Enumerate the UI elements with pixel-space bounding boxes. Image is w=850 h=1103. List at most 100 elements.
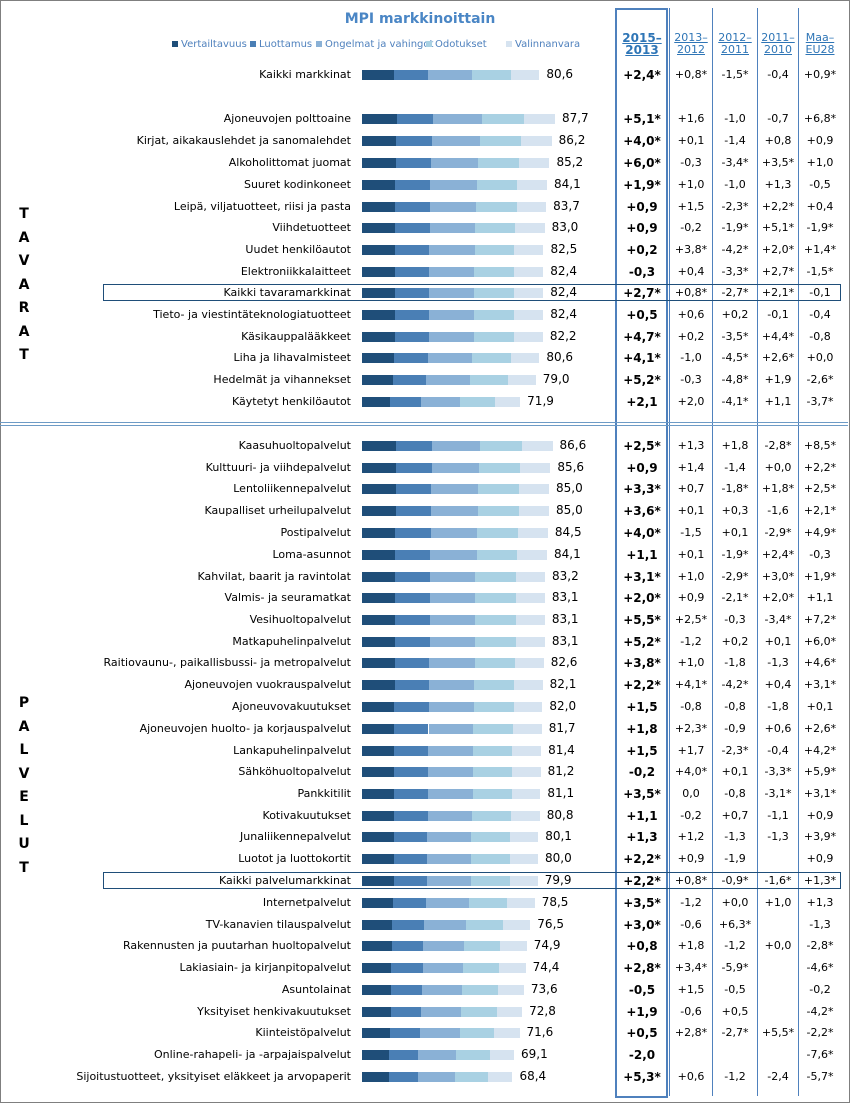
bar-value-label: 82,4 bbox=[550, 307, 577, 321]
change-cell: +0,7 bbox=[677, 482, 705, 495]
change-cell: +0,1 bbox=[677, 548, 705, 561]
change-cell: -0,8 bbox=[724, 787, 746, 800]
row-label: Ajoneuvojen huolto- ja korjauspalvelut bbox=[139, 722, 351, 735]
change-cell: +1,8 bbox=[677, 939, 705, 952]
change-cell: -5,9* bbox=[721, 961, 749, 974]
bar-value-label: 84,1 bbox=[554, 177, 581, 191]
change-cell: -0,2 bbox=[628, 765, 656, 779]
bar-value-label: 83,1 bbox=[551, 612, 579, 626]
bar-segment bbox=[514, 267, 544, 277]
change-cell: -3,4* bbox=[721, 156, 749, 169]
bar-segment bbox=[362, 832, 394, 842]
bar-segment bbox=[463, 963, 500, 973]
change-cell: +0,5 bbox=[626, 308, 658, 322]
bar-segment bbox=[481, 114, 525, 124]
change-cell: -0,5 bbox=[809, 178, 831, 191]
bar-value-label: 86,2 bbox=[558, 133, 586, 147]
bar-segment bbox=[475, 615, 516, 625]
row-label: Kaasuhuoltopalvelut bbox=[238, 439, 351, 452]
bar-segment bbox=[462, 985, 498, 995]
bar-segment bbox=[390, 1007, 422, 1017]
change-cell: +1,9 bbox=[764, 373, 792, 386]
change-cell: +1,8 bbox=[721, 439, 749, 452]
bar-segment bbox=[362, 441, 397, 451]
bar-segment bbox=[503, 920, 531, 930]
bar-segment bbox=[430, 180, 477, 190]
bar-segment bbox=[498, 985, 524, 995]
bar-segment bbox=[362, 484, 396, 494]
bar-segment bbox=[394, 746, 429, 756]
bar-segment bbox=[393, 854, 428, 864]
bar-segment bbox=[428, 702, 474, 712]
change-cell: -3,4* bbox=[764, 613, 792, 626]
bar-value-label: 82,2 bbox=[549, 329, 577, 343]
summary-row-highlight bbox=[103, 284, 841, 301]
change-cell: +5,2* bbox=[623, 635, 661, 649]
bar-segment bbox=[431, 506, 478, 516]
bar-segment bbox=[393, 811, 428, 821]
bar-segment bbox=[394, 724, 429, 734]
bar-segment bbox=[396, 114, 434, 124]
bar-value-label: 84,5 bbox=[554, 525, 582, 539]
change-cell: -0,3 bbox=[680, 156, 702, 169]
row-label: Vesihuoltopalvelut bbox=[249, 613, 351, 626]
change-cell: +2,4* bbox=[623, 68, 661, 82]
change-cell: +1,6 bbox=[677, 112, 705, 125]
change-cell: +0,1 bbox=[721, 526, 749, 539]
change-cell: +1,5 bbox=[677, 200, 705, 213]
bar-segment bbox=[432, 136, 480, 146]
change-cell: -1,2 bbox=[724, 939, 746, 952]
bar-segment bbox=[391, 963, 423, 973]
change-cell: +4,1* bbox=[623, 351, 661, 365]
bar-value-label: 76,5 bbox=[537, 917, 565, 931]
change-cell: +2,2* bbox=[623, 678, 661, 692]
bar-segment bbox=[391, 941, 423, 951]
change-cell: -2,9* bbox=[764, 526, 792, 539]
bar-segment bbox=[393, 70, 428, 80]
bar-segment bbox=[474, 332, 514, 342]
change-cell: +1,1 bbox=[764, 395, 792, 408]
bar-segment bbox=[394, 767, 429, 777]
row-label: Kaupalliset urheilupalvelut bbox=[204, 504, 351, 517]
row-label: Kaikki tavaramarkkinat bbox=[223, 286, 351, 299]
change-cell: +5,1* bbox=[623, 112, 661, 126]
bar-segment bbox=[494, 397, 521, 407]
row-label: Kaikki markkinat bbox=[259, 68, 351, 81]
bar-segment bbox=[475, 637, 516, 647]
bar-value-label: 71,9 bbox=[527, 394, 554, 408]
row-label: Internetpalvelut bbox=[262, 896, 351, 909]
change-cell: +0,9 bbox=[677, 852, 705, 865]
section-separator bbox=[0, 422, 848, 426]
bar-segment bbox=[362, 550, 396, 560]
change-cell: +2,0* bbox=[761, 243, 795, 256]
bar-segment bbox=[513, 332, 543, 342]
bar-segment bbox=[395, 180, 431, 190]
change-cell: -3,7* bbox=[806, 395, 834, 408]
bar-segment bbox=[500, 941, 527, 951]
legend-item: Valinnanvara bbox=[506, 39, 580, 50]
legend-swatch bbox=[506, 41, 512, 47]
bar-segment bbox=[389, 1072, 418, 1082]
row-label: Lankapuhelinpalvelut bbox=[233, 744, 351, 757]
change-cell: +1,7 bbox=[677, 744, 705, 757]
bar-segment bbox=[362, 746, 395, 756]
bar-value-label: 82,0 bbox=[549, 699, 577, 713]
change-cell: +2,8* bbox=[674, 1026, 708, 1039]
change-cell: -1,4 bbox=[724, 461, 746, 474]
bar-segment bbox=[362, 963, 392, 973]
bar-segment bbox=[362, 223, 395, 233]
legend-item: Luottamus bbox=[250, 39, 312, 50]
bar-segment bbox=[395, 158, 432, 168]
bar-segment bbox=[512, 746, 542, 756]
change-cell: +6,3* bbox=[718, 918, 752, 931]
bar-segment bbox=[396, 136, 433, 146]
bar-value-label: 81,7 bbox=[548, 721, 576, 735]
change-cell: +0,8 bbox=[764, 134, 792, 147]
change-cell: +2,0* bbox=[761, 591, 795, 604]
change-cell: -1,1 bbox=[767, 809, 789, 822]
bar-segment bbox=[461, 1007, 497, 1017]
change-cell: +1,5 bbox=[626, 700, 658, 714]
change-cell: -0,3 bbox=[680, 373, 702, 386]
bar-segment bbox=[520, 463, 551, 473]
bar-segment bbox=[427, 832, 472, 842]
